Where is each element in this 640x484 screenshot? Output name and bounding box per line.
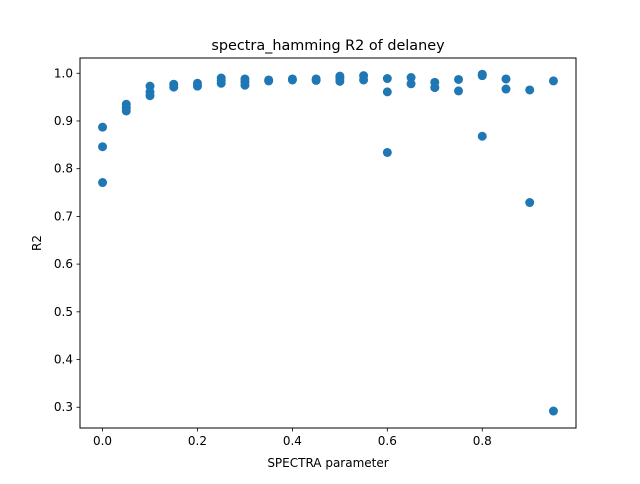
x-tick-label: 0.8	[473, 434, 492, 448]
data-point	[525, 85, 535, 95]
data-point	[169, 82, 179, 92]
data-point	[335, 76, 345, 86]
data-point	[121, 106, 131, 116]
data-point	[382, 147, 392, 157]
y-tick-label: 1.0	[54, 66, 73, 80]
data-point	[192, 81, 202, 91]
plot-frame	[79, 57, 577, 429]
y-tick-label: 0.6	[54, 257, 73, 271]
data-point	[548, 76, 558, 86]
x-axis-ticks: 0.0 0.2 0.4 0.6 0.8	[93, 428, 492, 448]
x-axis-label: SPECTRA parameter	[267, 456, 388, 470]
y-tick-label: 0.3	[54, 400, 73, 414]
data-point	[406, 79, 416, 89]
data-point	[501, 74, 511, 84]
data-point	[477, 131, 487, 141]
data-point	[382, 87, 392, 97]
y-axis-ticks: 0.3 0.4 0.5 0.6 0.7 0.8 0.9 1.0	[54, 66, 80, 414]
data-point	[98, 122, 108, 132]
plot-area	[80, 58, 576, 428]
data-point	[477, 71, 487, 81]
x-tick-label: 0.6	[378, 434, 397, 448]
data-point	[525, 198, 535, 208]
data-point	[264, 76, 274, 86]
data-point	[430, 83, 440, 93]
y-tick-label: 0.8	[54, 162, 73, 176]
data-points	[98, 69, 558, 416]
y-tick-label: 0.4	[54, 353, 73, 367]
x-tick-label: 0.0	[93, 434, 112, 448]
chart-title: spectra_hamming R2 of delaney	[211, 38, 445, 54]
x-tick-label: 0.2	[188, 434, 207, 448]
data-point	[145, 91, 155, 101]
data-point	[382, 74, 392, 84]
data-point	[501, 84, 511, 94]
data-point	[240, 80, 250, 90]
y-tick-label: 0.7	[54, 209, 73, 223]
y-tick-label: 0.5	[54, 305, 73, 319]
data-point	[98, 178, 108, 188]
data-point	[454, 86, 464, 96]
data-point	[287, 75, 297, 85]
data-point	[359, 75, 369, 85]
data-point	[98, 142, 108, 152]
data-point	[548, 406, 558, 416]
data-point	[216, 78, 226, 88]
x-tick-label: 0.4	[283, 434, 302, 448]
y-axis-label: R2	[30, 235, 44, 251]
y-tick-label: 0.9	[54, 114, 73, 128]
data-point	[454, 74, 464, 84]
data-point	[406, 73, 416, 83]
data-point	[311, 75, 321, 85]
